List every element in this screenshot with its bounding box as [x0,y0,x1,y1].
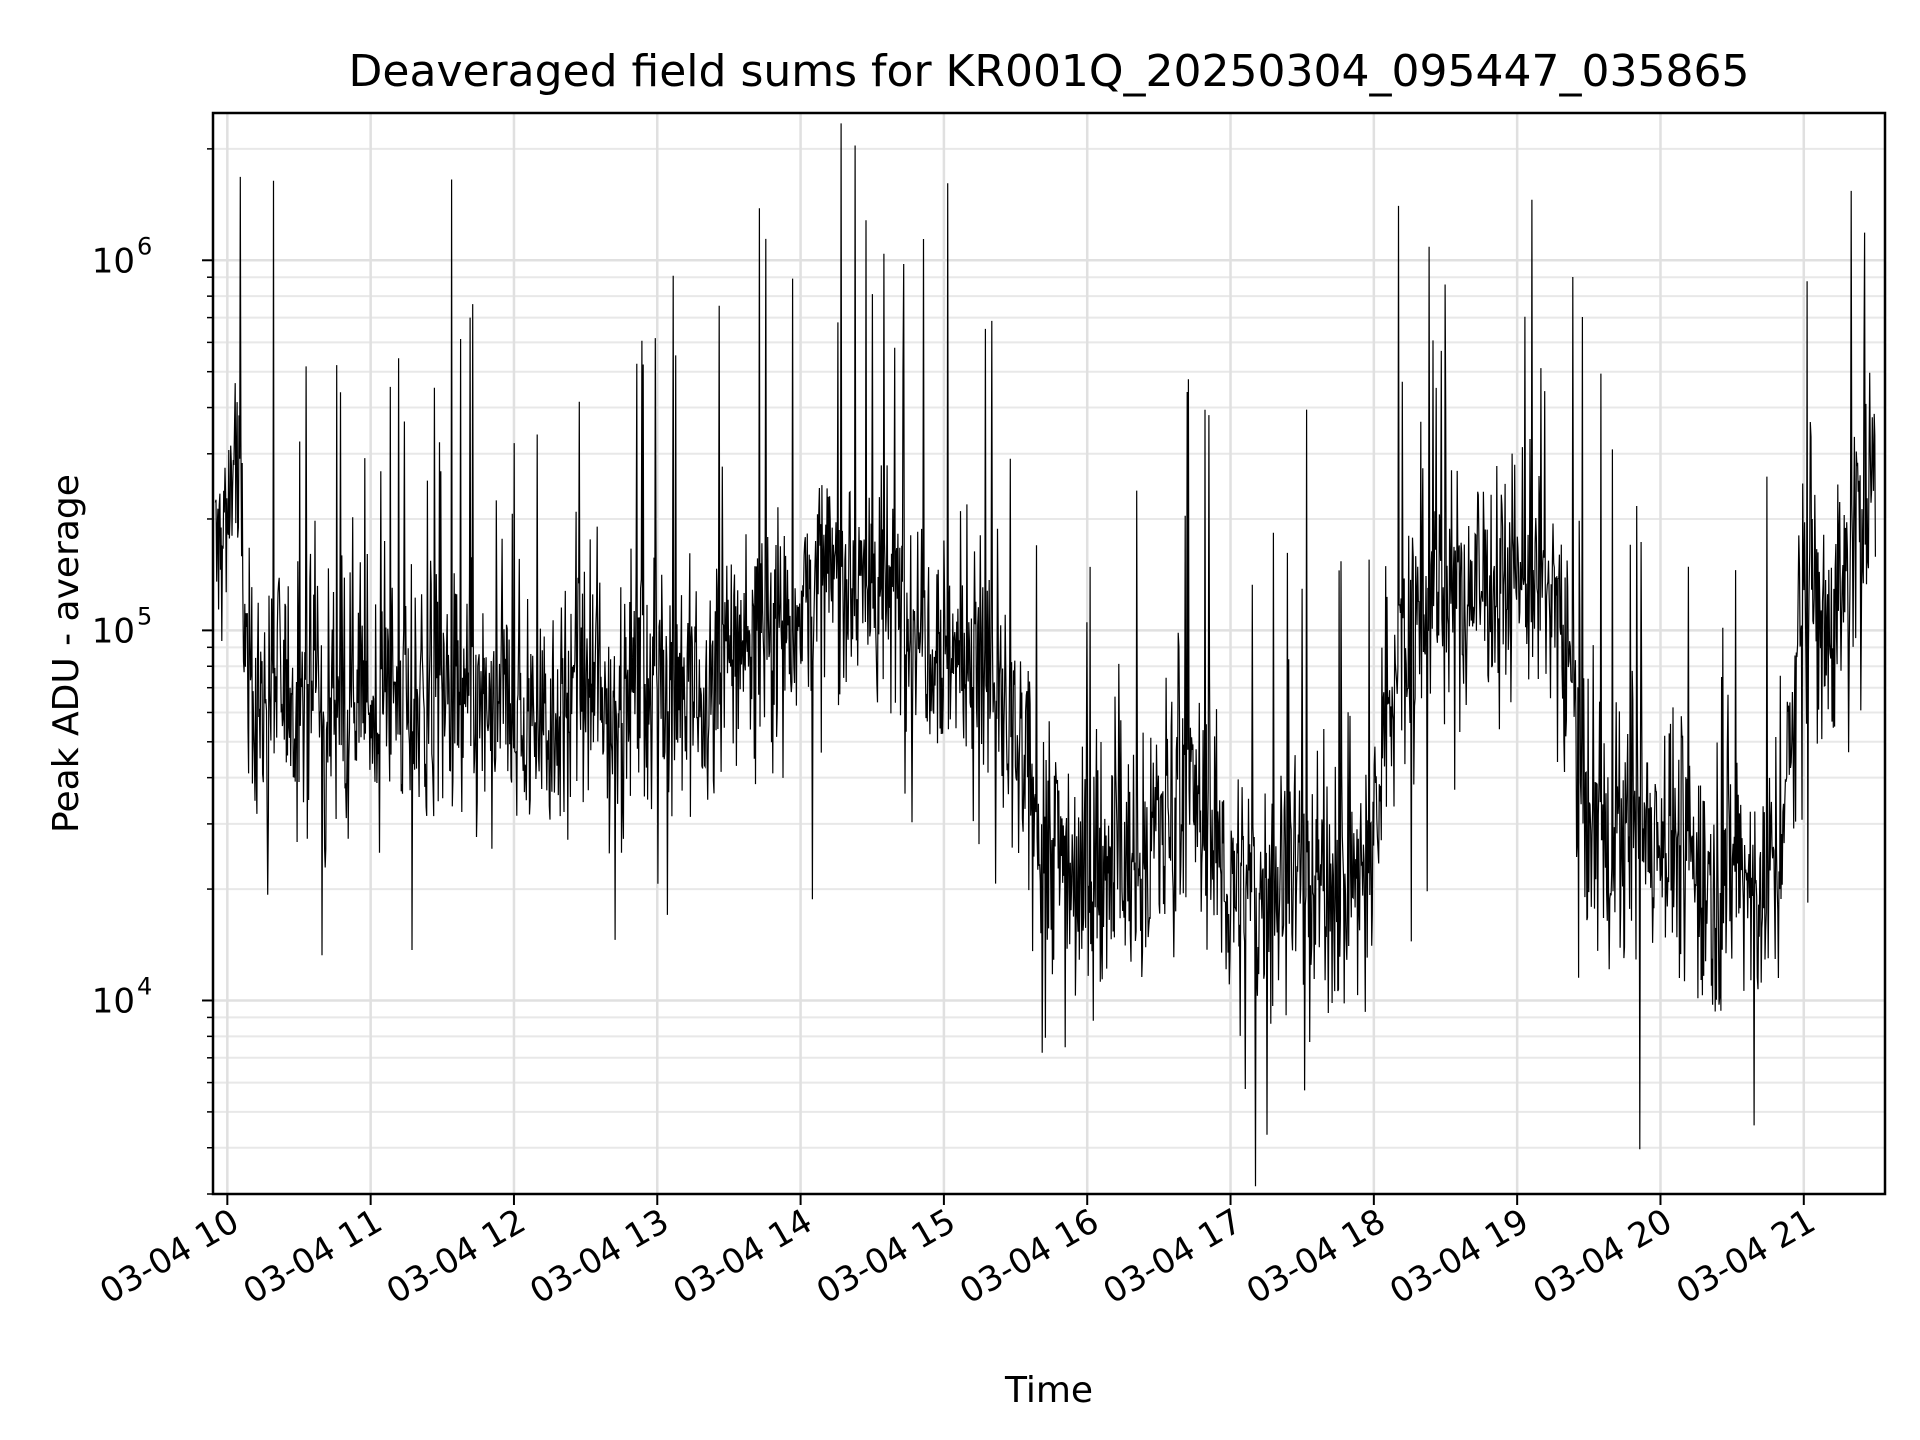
series-line [214,123,1876,1187]
x-tick-label: 03-04 21 [1670,1201,1822,1312]
x-tick-label: 03-04 15 [810,1201,962,1312]
y-axis-title: Peak ADU - average [46,474,87,833]
y-tick-exponent: 4 [137,972,152,1000]
plot-frame [211,111,1887,1196]
y-tick-label: 10 [92,981,135,1021]
y-tick-label: 10 [92,611,135,651]
x-tick-label: 03-04 20 [1527,1201,1679,1312]
y-tick-exponent: 6 [137,232,152,260]
x-tick-label: 03-04 14 [667,1201,819,1312]
x-tick-label: 03-04 17 [1097,1201,1249,1312]
x-tick-label: 03-04 12 [380,1201,532,1312]
x-tick-label: 03-04 18 [1240,1201,1392,1312]
chart-title: Deaveraged field sums for KR001Q_2025030… [349,46,1750,97]
x-tick-label: 03-04 19 [1383,1201,1535,1312]
y-tick-label: 10 [92,241,135,281]
x-axis-title: Time [1004,1370,1093,1411]
x-tick-label: 03-04 11 [237,1201,389,1312]
y-tick-exponent: 5 [137,602,152,630]
plot-layer [214,123,1876,1187]
x-tick-label: 03-04 10 [93,1201,245,1312]
x-tick-label: 03-04 13 [523,1201,675,1312]
x-tick-label: 03-04 16 [953,1201,1105,1312]
